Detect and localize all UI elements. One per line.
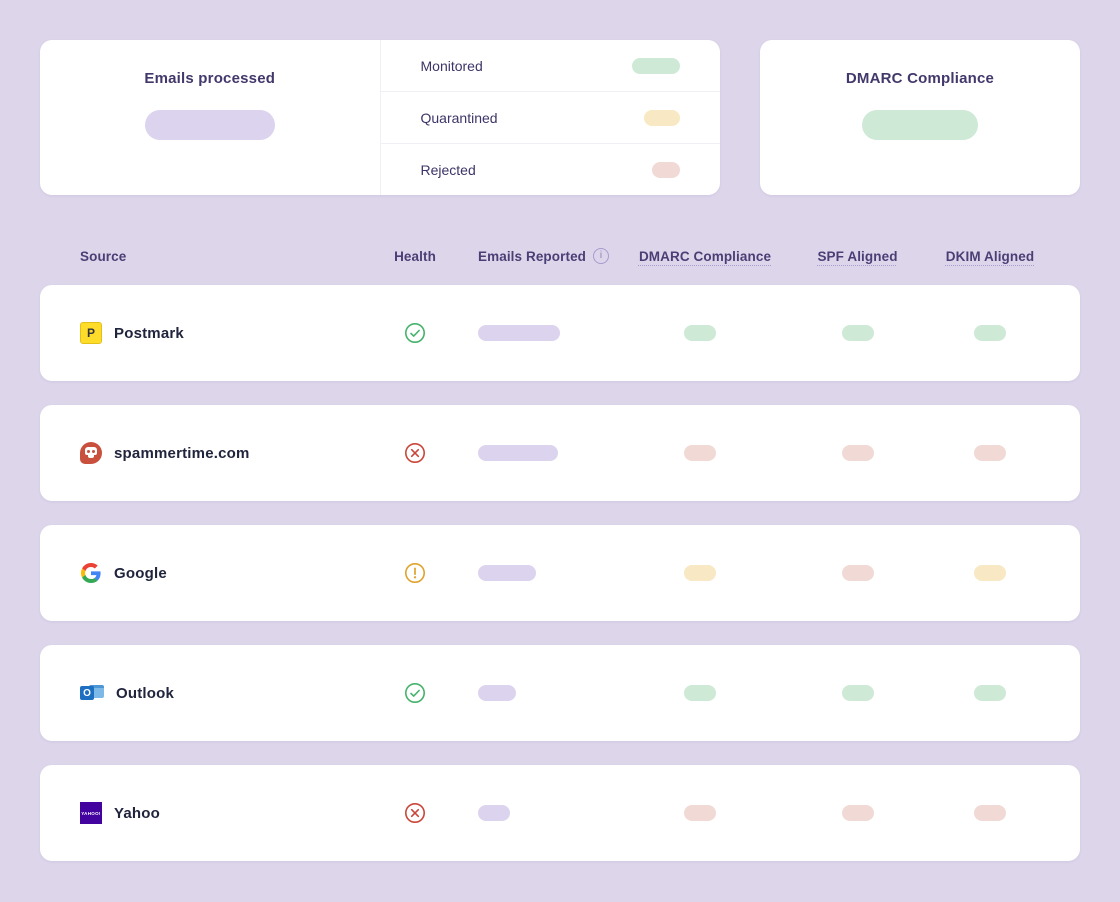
dmarc-compliance-cell <box>625 805 775 821</box>
spf-aligned-cell <box>775 565 940 581</box>
col-header-dkim-aligned[interactable]: DKIM Aligned <box>945 248 1035 264</box>
emails-reported-pill <box>478 565 536 581</box>
spf-aligned-cell <box>775 685 940 701</box>
source-name: Google <box>114 564 167 582</box>
email-breakdown-list: Monitored Quarantined Rejected <box>379 40 721 195</box>
table-header: Source Health Emails Reported i DMARC Co… <box>40 248 1080 264</box>
spf-aligned-cell <box>775 445 940 461</box>
health-cell <box>370 682 460 704</box>
emails-processed-card: Emails processed Monitored Quarantined Rej… <box>40 40 720 195</box>
emails-reported-cell <box>460 565 625 581</box>
dkim-aligned-pill <box>974 445 1006 461</box>
emails-reported-cell <box>460 445 625 461</box>
breakdown-label: Quarantined <box>420 109 498 126</box>
table-row[interactable]: P Postmark <box>40 285 1080 381</box>
google-icon <box>80 562 102 584</box>
emails-processed-panel: Emails processed <box>40 40 380 195</box>
dmarc-compliance-value-pill <box>862 110 978 140</box>
dmarc-compliance-pill <box>684 805 716 821</box>
emails-processed-value-pill <box>144 110 275 140</box>
breakdown-value-pill <box>652 161 680 178</box>
health-fail-icon <box>405 443 425 463</box>
emails-reported-cell <box>460 805 625 821</box>
col-header-health: Health <box>394 248 436 264</box>
emails-reported-cell <box>460 685 625 701</box>
health-fail-icon <box>405 803 425 823</box>
source-name: Outlook <box>116 684 175 702</box>
dkim-aligned-cell <box>940 445 1040 461</box>
dmarc-compliance-card: DMARC Compliance <box>760 40 1080 195</box>
dmarc-compliance-cell <box>625 685 775 701</box>
dkim-aligned-cell <box>940 325 1040 341</box>
col-header-spf-aligned[interactable]: SPF Aligned <box>817 248 898 264</box>
spf-aligned-pill <box>841 685 874 701</box>
dmarc-compliance-pill <box>684 445 716 461</box>
breakdown-row: Quarantined <box>380 91 720 143</box>
col-header-source: Source <box>80 248 127 264</box>
dkim-aligned-pill <box>974 805 1006 821</box>
dkim-aligned-pill <box>974 325 1006 341</box>
emails-reported-pill <box>478 445 558 461</box>
breakdown-value-pill <box>632 57 680 74</box>
health-cell <box>370 802 460 824</box>
dkim-aligned-cell <box>940 805 1040 821</box>
dmarc-compliance-pill <box>684 685 716 701</box>
source-rows: P Postmark spammertime.com Google O Outlook YA… <box>40 285 1080 861</box>
breakdown-row: Monitored <box>381 40 721 91</box>
source-cell: YAHOO! Yahoo <box>80 802 370 824</box>
dmarc-compliance-cell <box>625 565 775 581</box>
source-name: Yahoo <box>114 804 161 822</box>
dkim-aligned-cell <box>940 685 1040 701</box>
emails-reported-cell <box>460 325 625 341</box>
dmarc-compliance-pill <box>684 325 716 341</box>
source-name: Postmark <box>114 324 184 342</box>
spf-aligned-cell <box>775 805 940 821</box>
source-cell: Google <box>80 562 370 584</box>
breakdown-row: Rejected <box>380 143 720 195</box>
emails-reported-pill <box>478 325 560 341</box>
health-warn-icon <box>405 563 425 583</box>
outlook-icon: O <box>80 683 104 703</box>
spf-aligned-cell <box>775 325 940 341</box>
source-cell: spammertime.com <box>80 442 370 464</box>
spf-aligned-pill <box>841 445 874 461</box>
summary-section: Emails processed Monitored Quarantined Rej… <box>40 40 1080 195</box>
dmarc-compliance-cell <box>625 445 775 461</box>
table-row[interactable]: YAHOO! Yahoo <box>40 765 1080 861</box>
emails-processed-title: Emails processed <box>144 70 276 87</box>
table-row[interactable]: O Outlook <box>40 645 1080 741</box>
breakdown-label: Rejected <box>420 161 476 178</box>
dmarc-compliance-title: DMARC Compliance <box>845 70 995 87</box>
spf-aligned-pill <box>841 325 874 341</box>
dkim-aligned-pill <box>974 685 1006 701</box>
health-cell <box>370 442 460 464</box>
yahoo-icon: YAHOO! <box>80 802 102 824</box>
table-row[interactable]: spammertime.com <box>40 405 1080 501</box>
health-pass-icon <box>405 323 425 343</box>
table-row[interactable]: Google <box>40 525 1080 621</box>
health-cell <box>370 322 460 344</box>
col-header-emails-reported-label: Emails Reported <box>478 248 587 264</box>
dmarc-compliance-pill <box>684 565 716 581</box>
spf-aligned-pill <box>841 565 874 581</box>
health-pass-icon <box>405 683 425 703</box>
info-icon[interactable]: i <box>593 248 610 264</box>
spf-aligned-pill <box>841 805 874 821</box>
breakdown-value-pill <box>644 109 680 126</box>
dkim-aligned-cell <box>940 565 1040 581</box>
source-name: spammertime.com <box>114 444 250 462</box>
health-cell <box>370 562 460 584</box>
emails-reported-pill <box>478 805 510 821</box>
source-cell: P Postmark <box>80 322 370 344</box>
col-header-dmarc-compliance[interactable]: DMARC Compliance <box>638 248 772 264</box>
col-header-emails-reported: Emails Reported i <box>460 248 635 264</box>
spammertime-icon <box>80 442 102 464</box>
postmark-icon: P <box>80 322 102 344</box>
dmarc-compliance-cell <box>625 325 775 341</box>
emails-reported-pill <box>478 685 516 701</box>
dkim-aligned-pill <box>974 565 1006 581</box>
breakdown-label: Monitored <box>420 57 483 74</box>
source-cell: O Outlook <box>80 683 370 703</box>
